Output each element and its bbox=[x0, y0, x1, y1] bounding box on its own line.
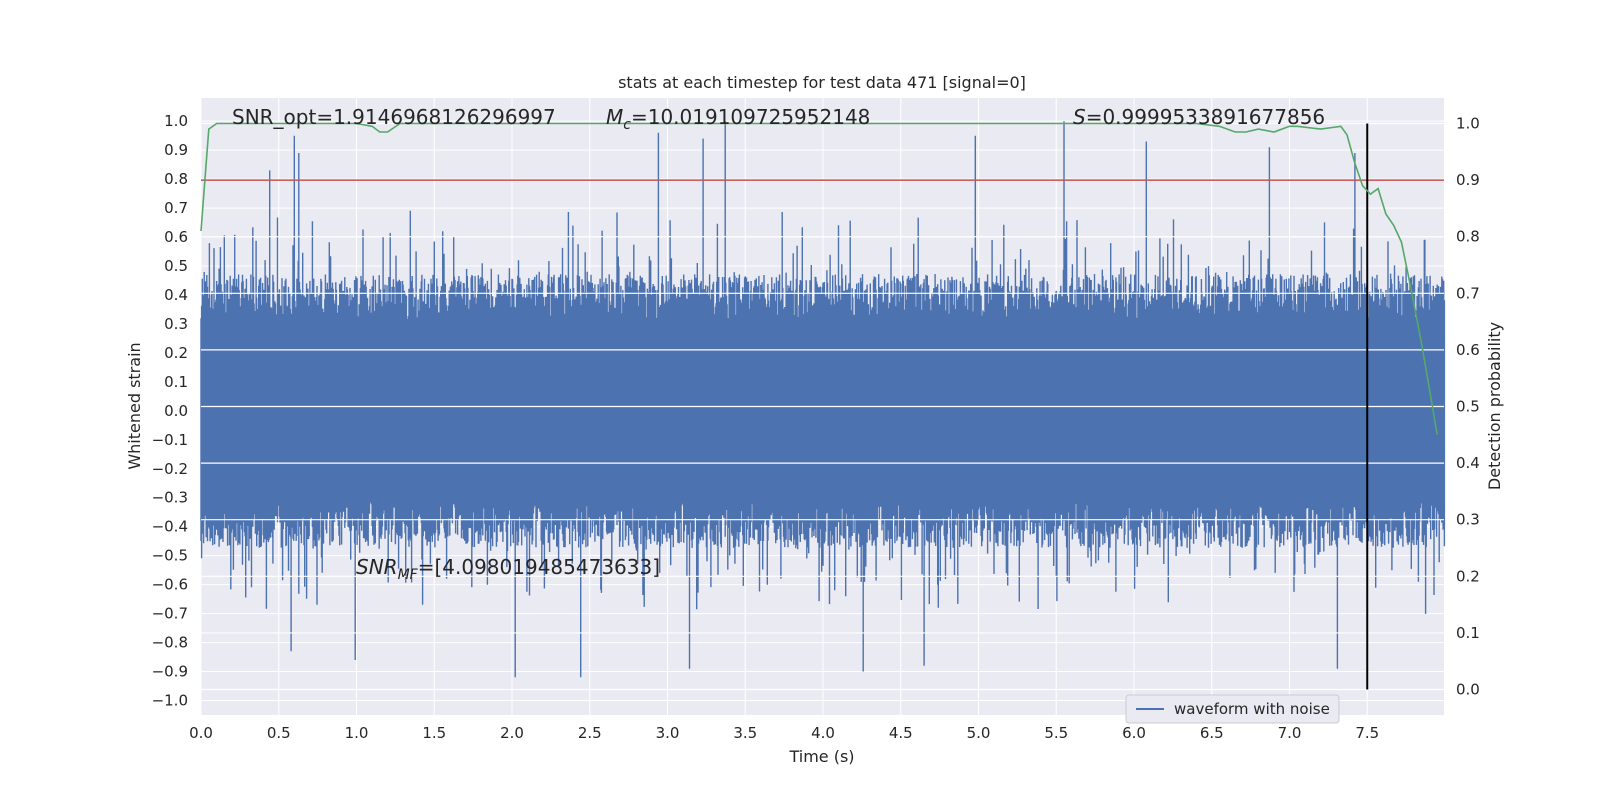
y2-tick-label: 0.2 bbox=[1456, 567, 1480, 585]
y2-tick-label: 0.9 bbox=[1456, 171, 1480, 189]
chirp-mass-subscript: c bbox=[623, 117, 631, 133]
y2-tick-label: 1.0 bbox=[1456, 114, 1480, 132]
x-tick-label: 2.5 bbox=[578, 724, 602, 742]
legend-label: waveform with noise bbox=[1174, 700, 1330, 718]
x-tick-label: 4.5 bbox=[889, 724, 913, 742]
y-tick-label: −0.7 bbox=[152, 605, 188, 623]
y2-tick-label: 0.8 bbox=[1456, 228, 1480, 246]
x-tick-label: 2.0 bbox=[500, 724, 524, 742]
y-tick-label: −0.9 bbox=[152, 663, 188, 681]
detection-probability-line bbox=[200, 122, 1438, 435]
y-tick-label: 0.1 bbox=[164, 373, 188, 391]
y-tick-label: −0.3 bbox=[152, 489, 188, 507]
y-tick-label: 0.2 bbox=[164, 344, 188, 362]
y-axis-label: Whitened strain bbox=[125, 342, 144, 469]
x-tick-label: 5.0 bbox=[967, 724, 991, 742]
legend: waveform with noise bbox=[1125, 694, 1340, 724]
x-tick-label: 0.0 bbox=[189, 724, 213, 742]
y2-tick-label: 0.1 bbox=[1456, 624, 1480, 642]
x-tick-label: 1.5 bbox=[422, 724, 446, 742]
y2-tick-label: 0.3 bbox=[1456, 511, 1480, 529]
x-tick-label: 4.0 bbox=[811, 724, 835, 742]
y2-axis-label: Detection probability bbox=[1485, 322, 1504, 490]
x-tick-label: 3.5 bbox=[733, 724, 757, 742]
y-tick-label: 0.5 bbox=[164, 257, 188, 275]
x-axis-label: Time (s) bbox=[788, 747, 854, 766]
y-tick-label: −0.5 bbox=[152, 547, 188, 565]
y-tick-label: 1.0 bbox=[164, 112, 188, 130]
s-annotation: S=0.9999533891677856 bbox=[1073, 105, 1325, 129]
x-tick-label: 0.5 bbox=[267, 724, 291, 742]
snr-mf-subscript: MF bbox=[398, 567, 419, 583]
waveform-trace bbox=[200, 121, 1446, 678]
legend-box bbox=[1125, 694, 1340, 724]
y-tick-label: 0.9 bbox=[164, 141, 188, 159]
y-tick-label: 0.7 bbox=[164, 199, 188, 217]
x-tick-label: 7.0 bbox=[1278, 724, 1302, 742]
chirp-mass-annotation: Mc=10.019109725952148 bbox=[606, 105, 870, 133]
s-value: =0.9999533891677856 bbox=[1086, 105, 1325, 129]
y2-tick-label: 0.6 bbox=[1456, 341, 1480, 359]
x-tick-labels: 0.0 0.5 1.0 1.5 2.0 2.5 3.0 3.5 4.0 4.5 5.0 5.5 6.0 6… bbox=[189, 724, 1379, 742]
x-tick-label: 3.0 bbox=[656, 724, 680, 742]
y-tick-label: −0.8 bbox=[152, 634, 188, 652]
y-tick-label: 0.4 bbox=[164, 286, 188, 304]
snr-mf-value: =[4.098019485473633] bbox=[418, 555, 660, 579]
y-tick-label: −0.4 bbox=[152, 518, 188, 536]
y2-tick-label: 0.4 bbox=[1456, 454, 1480, 472]
y-tick-labels: 1.0 0.9 0.8 0.7 0.6 0.5 0.4 0.3 0.2 0.1 0.0 −0.1 −0.… bbox=[152, 112, 188, 709]
y2-tick-label: 0.0 bbox=[1456, 681, 1480, 699]
snr-opt-annotation: SNR_opt=1.9146968126296997 bbox=[232, 105, 556, 129]
x-tick-label: 5.5 bbox=[1044, 724, 1068, 742]
y2-tick-label: 0.7 bbox=[1456, 284, 1480, 302]
y-tick-label: 0.6 bbox=[164, 228, 188, 246]
snr-mf-symbol: SNR bbox=[356, 555, 398, 579]
chirp-mass-value: =10.019109725952148 bbox=[631, 105, 870, 129]
x-tick-label: 1.0 bbox=[345, 724, 369, 742]
y-tick-label: −0.6 bbox=[152, 576, 188, 594]
x-tick-label: 6.0 bbox=[1122, 724, 1146, 742]
waveform-with-noise-series bbox=[200, 121, 1446, 678]
y-tick-label: −1.0 bbox=[152, 692, 188, 710]
y-tick-label: 0.0 bbox=[164, 402, 188, 420]
y2-tick-labels: 1.0 0.9 0.8 0.7 0.6 0.5 0.4 0.3 0.2 0.1 0.0 bbox=[1456, 114, 1480, 698]
y2-tick-label: 0.5 bbox=[1456, 398, 1480, 416]
y-tick-label: 0.8 bbox=[164, 170, 188, 188]
s-symbol: S bbox=[1073, 105, 1086, 129]
y-tick-label: −0.2 bbox=[152, 460, 188, 478]
x-tick-label: 7.5 bbox=[1355, 724, 1379, 742]
x-tick-label: 6.5 bbox=[1200, 724, 1224, 742]
snr-mf-annotation: SNRMF=[4.098019485473633] bbox=[356, 555, 660, 583]
y-tick-label: −0.1 bbox=[152, 431, 188, 449]
chirp-mass-symbol: M bbox=[606, 105, 623, 129]
y-tick-label: 0.3 bbox=[164, 315, 188, 333]
chart-title: stats at each timestep for test data 471… bbox=[618, 73, 1026, 92]
